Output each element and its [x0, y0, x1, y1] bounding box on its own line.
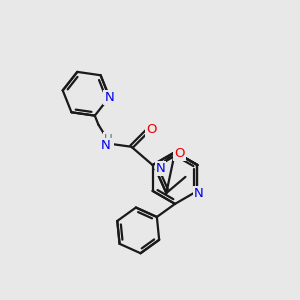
Text: N: N	[194, 188, 204, 200]
Text: N: N	[101, 139, 111, 152]
Text: N: N	[104, 91, 114, 103]
Text: H: H	[104, 133, 113, 146]
Text: N: N	[156, 162, 165, 175]
Text: O: O	[146, 123, 157, 136]
Text: O: O	[174, 147, 185, 160]
